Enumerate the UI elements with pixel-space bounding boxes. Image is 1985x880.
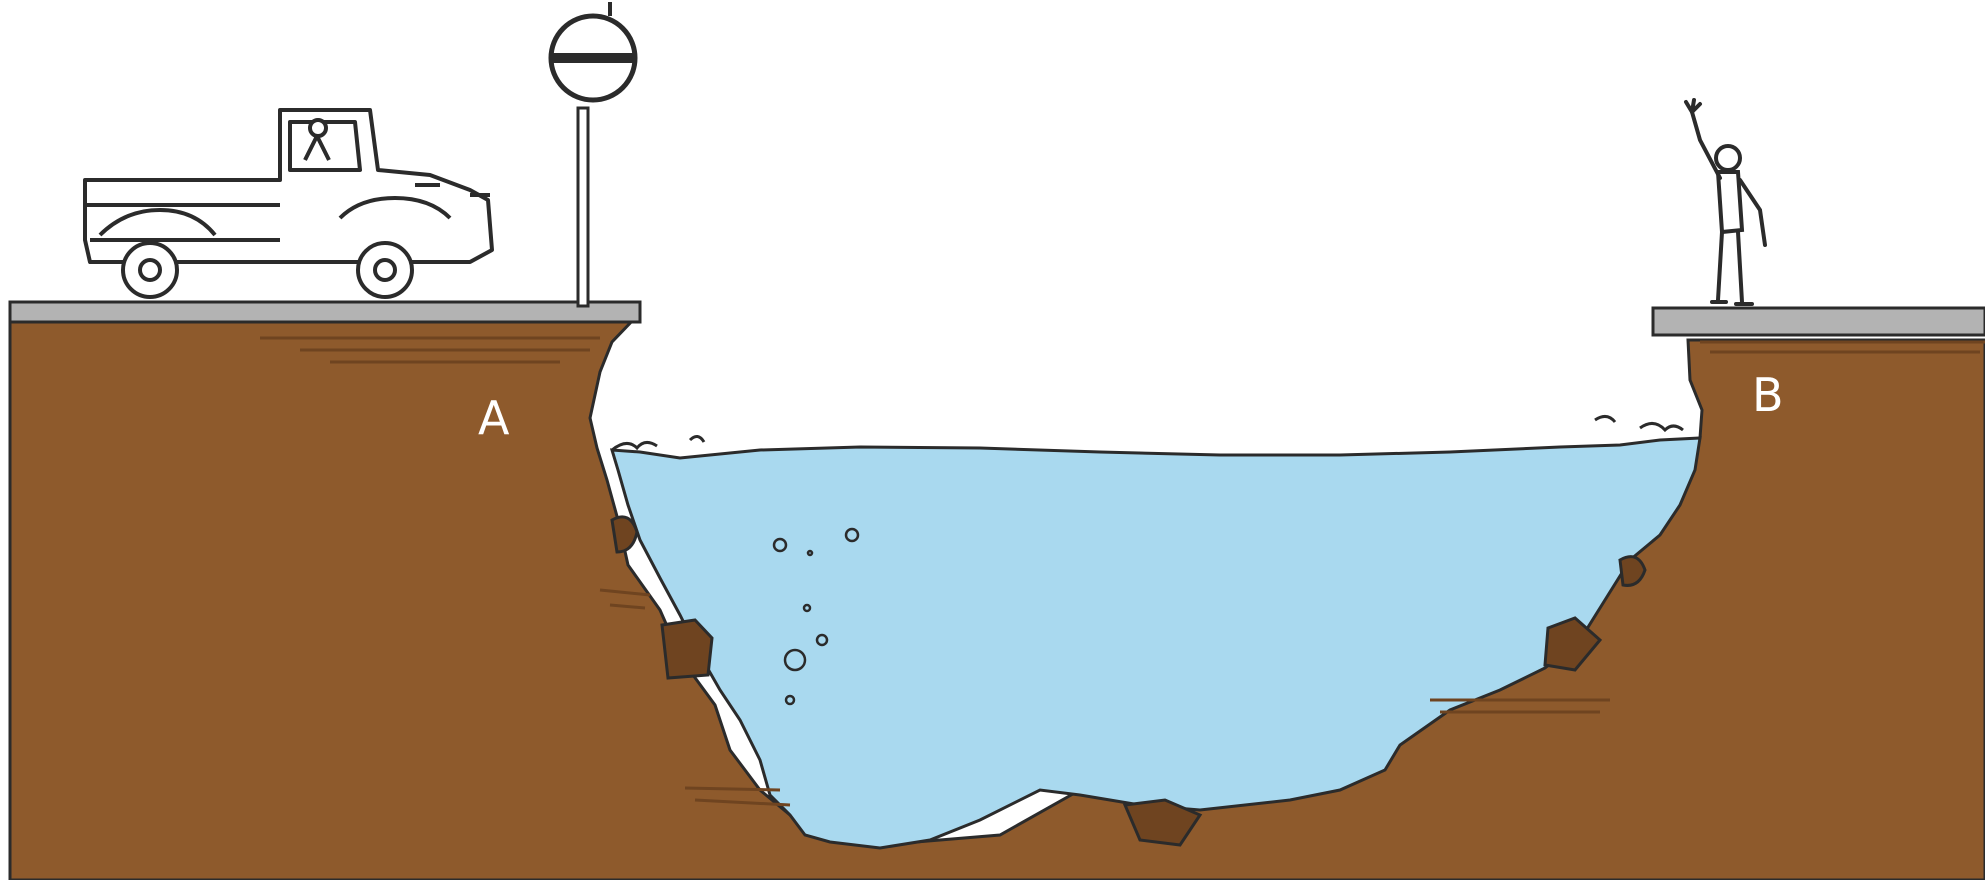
road-left xyxy=(8,300,642,324)
point-b-label: B xyxy=(1752,368,1784,422)
bubbles xyxy=(772,527,860,706)
splash-left xyxy=(611,435,706,452)
rocks xyxy=(610,515,1647,847)
river-water xyxy=(609,436,1702,850)
splash-right xyxy=(1594,415,1684,433)
waving-person xyxy=(1684,98,1767,306)
soil-lines xyxy=(260,336,1985,807)
pickup-truck xyxy=(83,108,494,299)
road-right xyxy=(1651,306,1985,337)
sign-post xyxy=(548,2,638,308)
point-a-label: A xyxy=(478,391,510,445)
